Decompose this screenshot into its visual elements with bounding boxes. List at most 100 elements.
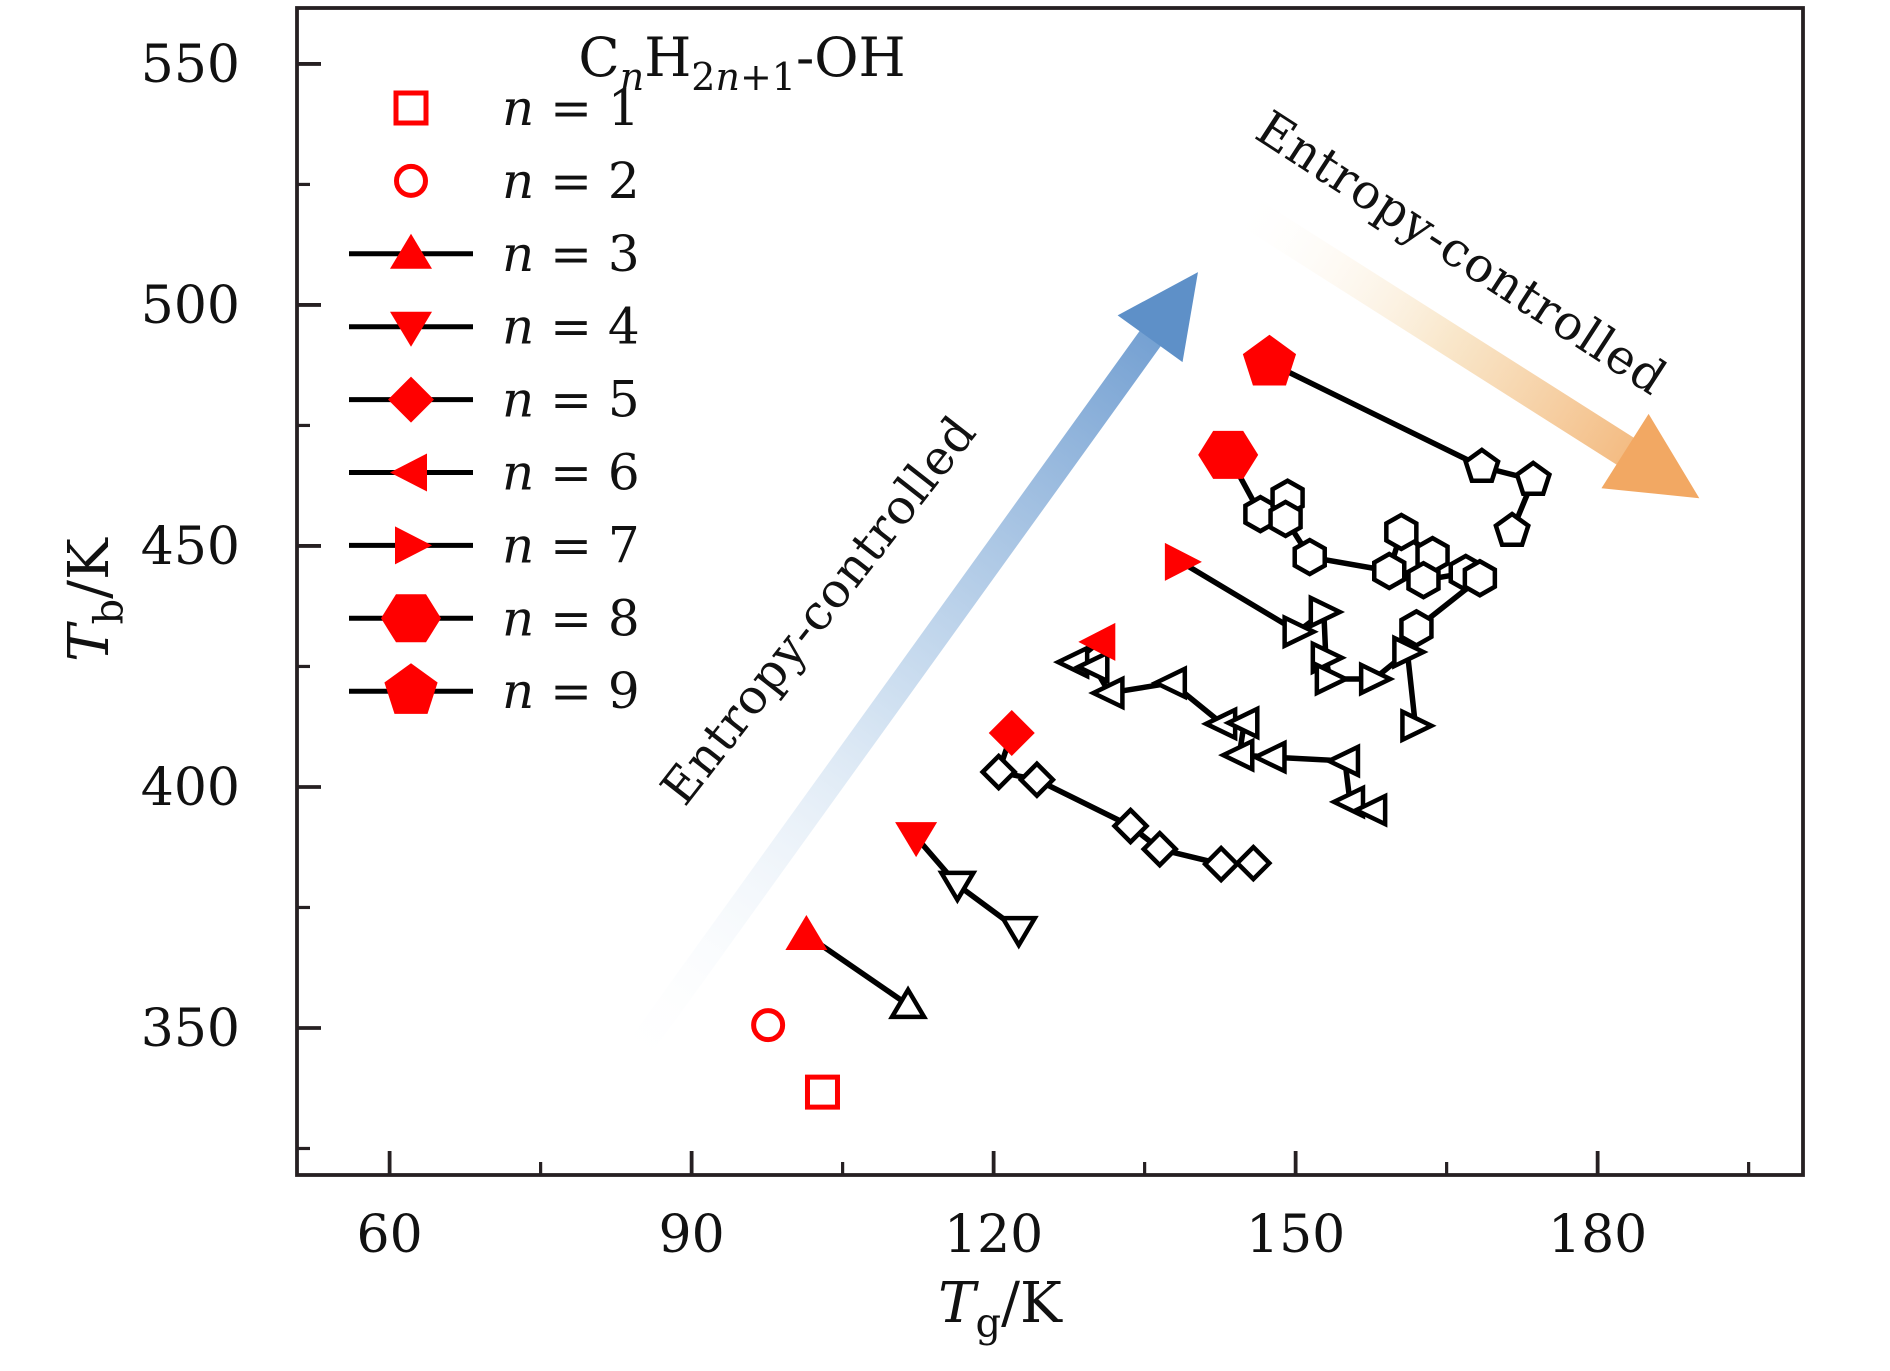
legend-item-1: n = 1 xyxy=(393,79,640,137)
legend-label: n = 3 xyxy=(502,225,640,283)
isomer-point-triangle-left xyxy=(1223,705,1260,741)
legend-marker-circle xyxy=(394,163,428,198)
isomer-point-triangle-right xyxy=(1308,594,1345,630)
legend-marker-diamond xyxy=(388,376,434,423)
isomer-point-hexagon xyxy=(1406,560,1441,600)
isomer-point-hexagon xyxy=(1292,537,1327,577)
chart-title: CnH2n+1-OH xyxy=(578,26,905,99)
legend-label: n = 7 xyxy=(502,516,640,574)
x-tick-label: 60 xyxy=(357,1205,423,1265)
isomer-markers xyxy=(888,447,1553,1020)
x-axis: 60 90 120 150 180 xyxy=(357,1151,1751,1265)
isomer-point-pentagon xyxy=(1493,511,1531,548)
x-tick-label: 180 xyxy=(1548,1205,1647,1265)
isomer-point-diamond xyxy=(1017,760,1057,799)
red-point-hexagon xyxy=(1198,430,1259,479)
n-alcohol-markers xyxy=(751,334,1297,1110)
legend-label: n = 4 xyxy=(502,298,640,356)
x-tick-label: 150 xyxy=(1246,1205,1345,1265)
y-axis-title: Tb/K xyxy=(57,537,133,662)
legend-item-7: n = 7 xyxy=(349,516,640,574)
legend-marker-triangle-right xyxy=(395,526,432,565)
plot-frame xyxy=(295,6,1805,1177)
isomer-point-hexagon xyxy=(1384,512,1419,552)
legend-item-4: n = 4 xyxy=(349,298,640,356)
isomer-point-diamond xyxy=(1111,806,1150,846)
isomer-point-diamond xyxy=(1201,844,1241,884)
annotation-arrow-orange xyxy=(1233,194,1700,499)
legend-label: n = 6 xyxy=(502,444,640,502)
isomer-point-triangle-down xyxy=(998,915,1039,950)
isomer-point-triangle-right xyxy=(1314,661,1352,697)
legend-label: n = 5 xyxy=(502,371,640,429)
isomer-point-triangle-left xyxy=(1323,743,1361,779)
annotation-arrow-blue xyxy=(618,272,1198,1070)
legend-marker-triangle-up xyxy=(390,233,432,269)
legend: n = 1 n = 2 n = 3 n = 4 n = 5 n = 6 n = 7 n = 8… xyxy=(349,79,640,720)
isomer-point-triangle-left xyxy=(1218,737,1255,773)
legend-label: n = 2 xyxy=(502,152,640,210)
red-point-pentagon xyxy=(1242,334,1297,386)
legend-item-3: n = 3 xyxy=(349,225,640,283)
y-tick-label: 350 xyxy=(141,999,240,1059)
legend-label: n = 1 xyxy=(502,79,640,137)
legend-marker-pentagon xyxy=(384,663,438,714)
axes: 60 90 120 150 180 350 400 450 500 550 Tg/K Tb/K xyxy=(57,6,1805,1347)
legend-item-5: n = 5 xyxy=(349,371,640,429)
isomer-point-triangle-up xyxy=(888,985,929,1020)
red-point-triangle-down xyxy=(895,822,938,858)
isomer-point-hexagon xyxy=(1462,558,1498,598)
legend-item-9: n = 9 xyxy=(349,662,640,720)
red-point-square xyxy=(804,1074,840,1110)
y-tick-label: 400 xyxy=(141,758,240,818)
x-axis-title: Tg/K xyxy=(938,1271,1063,1347)
isomer-point-triangle-left xyxy=(1052,644,1090,680)
arrow-head xyxy=(1117,272,1198,363)
isomer-point-triangle-left xyxy=(1350,792,1388,828)
red-point-triangle-right xyxy=(1164,542,1202,581)
y-tick-label: 500 xyxy=(141,276,240,336)
series-line-n=7 xyxy=(1179,559,1419,727)
legend-marker-hexagon xyxy=(381,594,441,643)
isomer-point-triangle-left xyxy=(1250,739,1287,775)
y-tick-label: 550 xyxy=(141,35,240,95)
arrow-shaft xyxy=(618,312,1175,1070)
isomer-point-hexagon xyxy=(1399,608,1434,648)
red-point-triangle-left xyxy=(1078,622,1116,661)
isomer-point-triangle-left xyxy=(1150,665,1188,701)
isomer-point-hexagon xyxy=(1372,551,1407,591)
red-point-diamond xyxy=(988,709,1035,756)
isomer-point-hexagon xyxy=(1268,499,1303,539)
isomer-point-triangle-left xyxy=(1073,649,1110,685)
isomer-point-diamond xyxy=(1140,829,1179,869)
y-axis: 350 400 450 500 550 xyxy=(141,35,321,1151)
x-tick-label: 90 xyxy=(659,1205,725,1265)
y-tick-label: 450 xyxy=(141,517,240,577)
isomer-point-triangle-left xyxy=(1088,675,1125,711)
isomer-point-triangle-right xyxy=(1358,661,1396,697)
arrow-head xyxy=(1601,413,1700,499)
legend-label: n = 8 xyxy=(502,589,640,647)
isomer-point-pentagon xyxy=(1514,460,1553,496)
isomer-point-triangle-right xyxy=(1392,634,1429,670)
x-tick-label: 120 xyxy=(944,1205,1043,1265)
series-line-n=9 xyxy=(1268,360,1536,533)
legend-item-8: n = 8 xyxy=(349,589,640,647)
legend-item-2: n = 2 xyxy=(394,152,640,210)
isomer-point-pentagon xyxy=(1463,447,1501,483)
legend-marker-square xyxy=(393,90,429,126)
isomer-point-diamond xyxy=(979,752,1018,792)
legend-label: n = 9 xyxy=(502,662,640,720)
legend-item-6: n = 6 xyxy=(349,444,640,502)
isomer-point-triangle-down xyxy=(937,870,978,905)
red-point-triangle-up xyxy=(785,914,828,950)
red-point-circle xyxy=(751,1008,786,1043)
annotation-text-0: Entropy-controlled xyxy=(650,405,988,815)
isomer-point-triangle-right xyxy=(1400,708,1437,744)
isomer-point-triangle-right xyxy=(1282,614,1319,650)
isomer-point-diamond xyxy=(1234,843,1273,883)
legend-marker-triangle-left xyxy=(390,453,427,492)
